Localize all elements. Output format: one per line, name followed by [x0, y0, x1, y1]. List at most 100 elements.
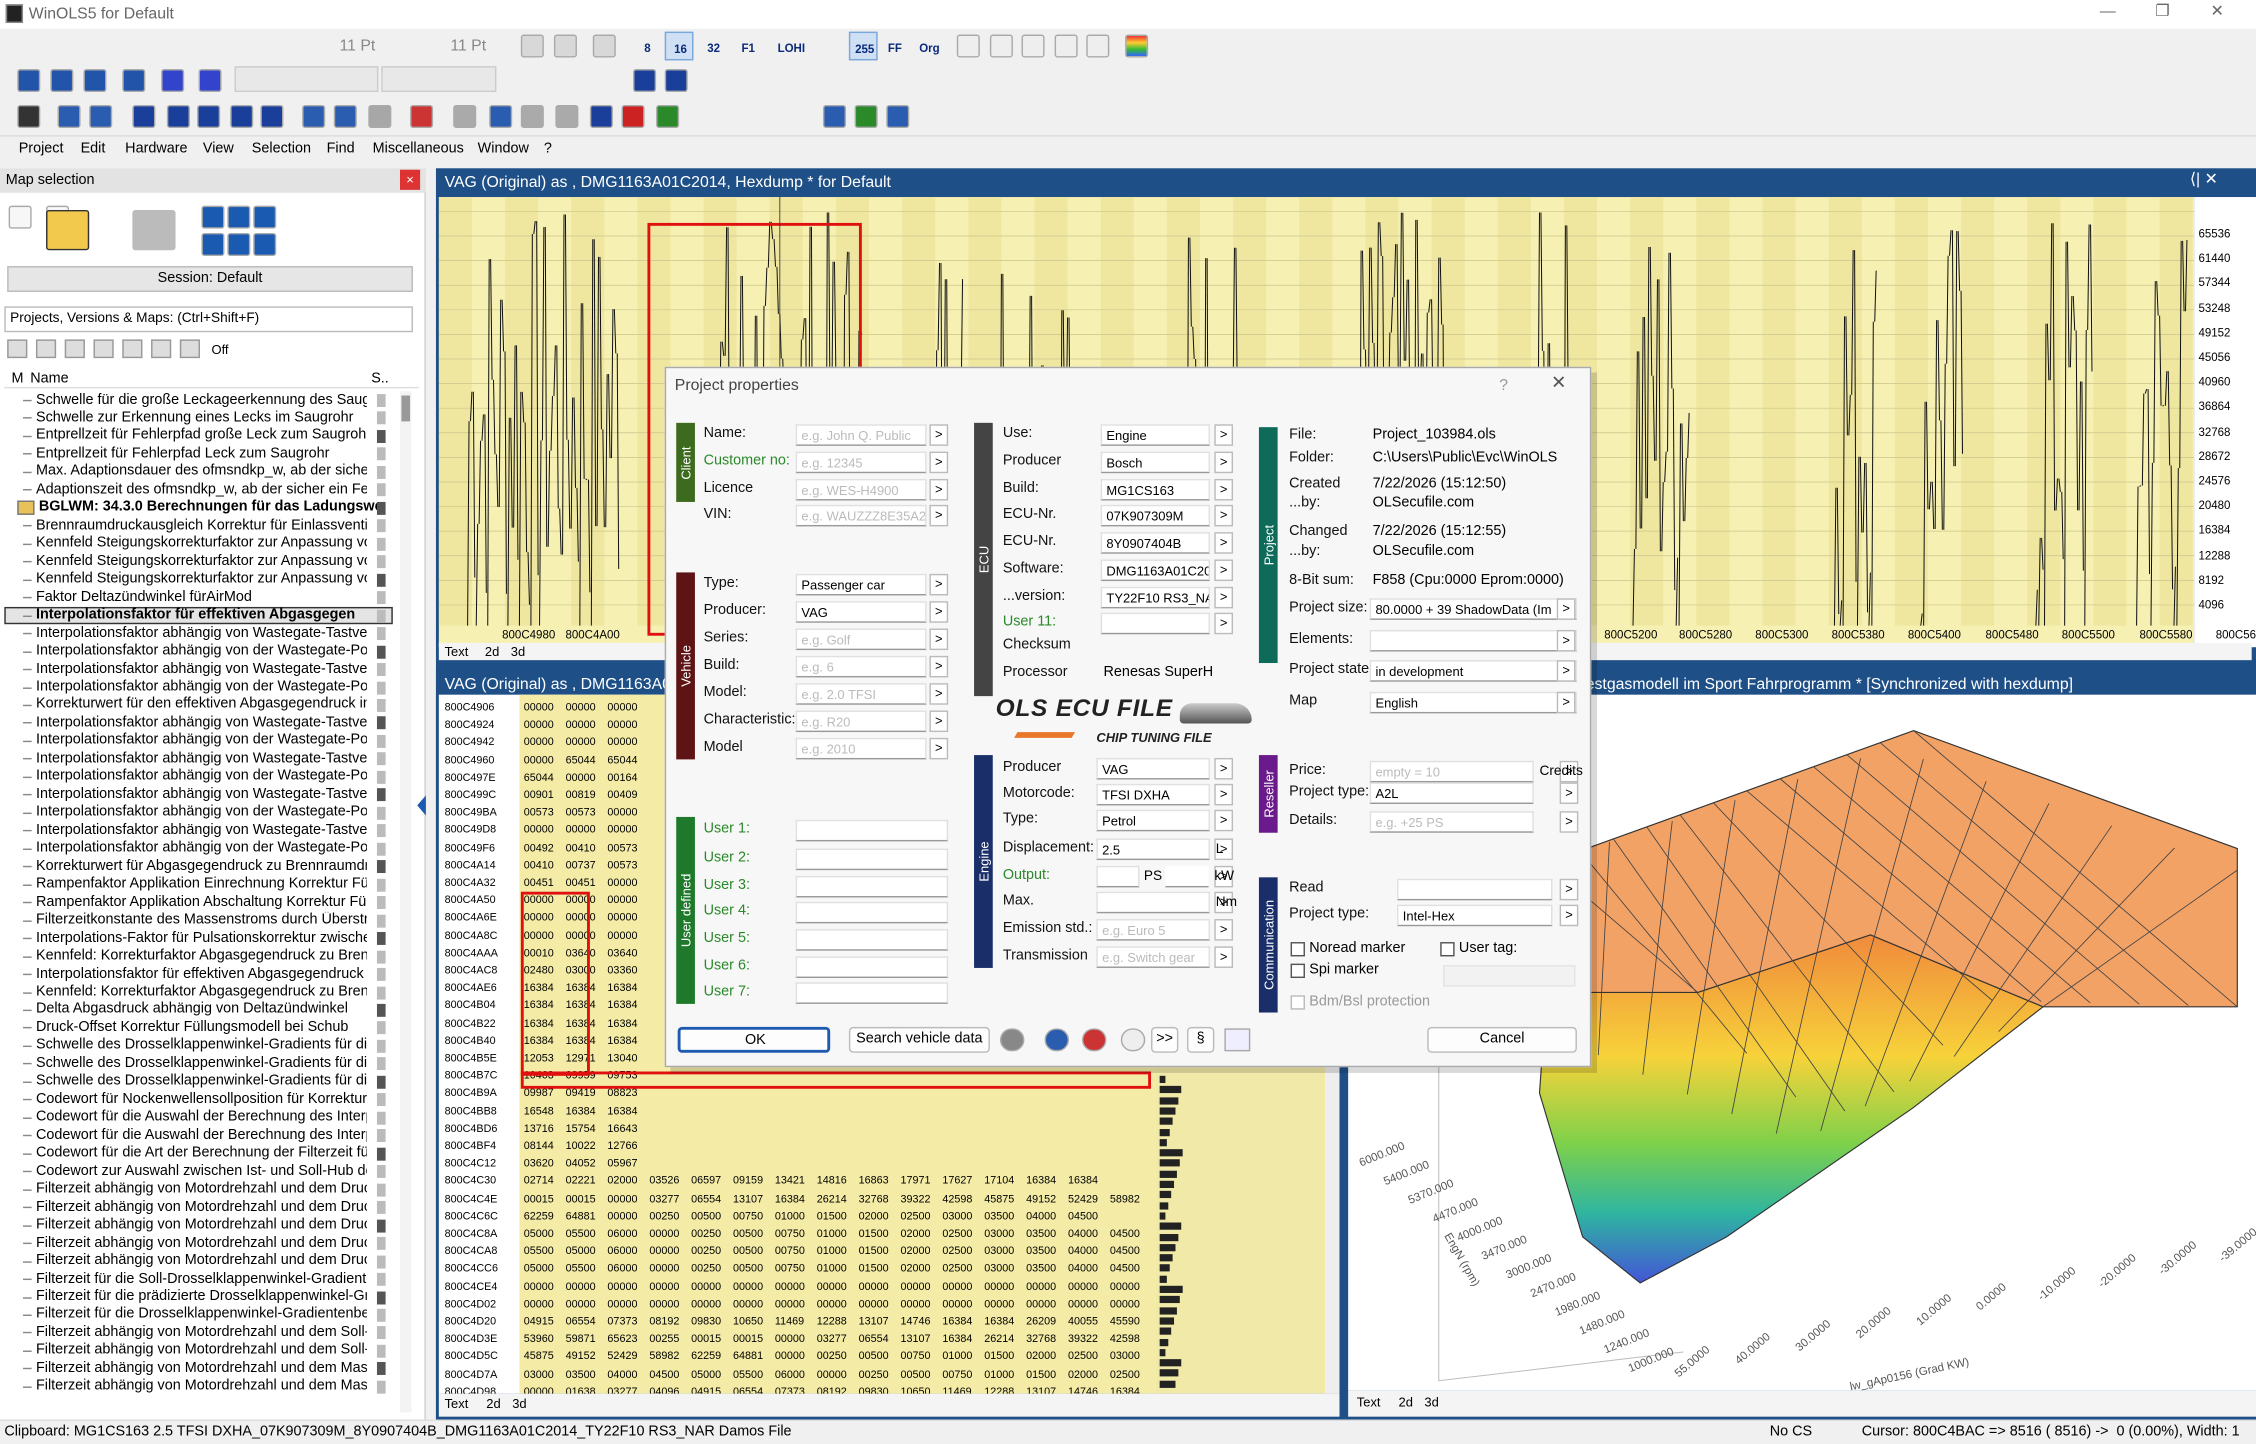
toolbar-icon[interactable] — [633, 69, 657, 93]
menu-item[interactable]: Find — [326, 140, 355, 157]
text-field[interactable] — [795, 982, 949, 1004]
map-row[interactable]: Filterzeit abhängig von Motordrehzahl un… — [35, 1378, 367, 1395]
map-row[interactable]: Entprellzeit für Fehlerpfad große Leck z… — [35, 427, 367, 444]
map-row[interactable]: BGLWM: 34.3.0 Berechnungen für das Ladun… — [38, 499, 383, 516]
map-row[interactable]: Codewort für die Auswahl der Berechnung … — [35, 1127, 367, 1144]
filter-icon[interactable] — [122, 339, 143, 359]
picker-button[interactable]: > — [1559, 760, 1579, 783]
map-row[interactable]: Filterzeit abhängig von Motordrehzahl un… — [35, 1342, 367, 1359]
picker-button[interactable]: > — [929, 628, 949, 651]
toolbar-icon[interactable] — [489, 104, 513, 129]
map-row[interactable]: Adaptionszeit des ofmsndkp_w, ab der sic… — [35, 481, 367, 498]
toolbar-icon[interactable] — [555, 104, 579, 129]
menu-item[interactable]: Window — [477, 140, 529, 157]
picker-button[interactable]: > — [1214, 757, 1234, 780]
toolbar-icon[interactable] — [253, 232, 277, 257]
picker-button[interactable]: > — [929, 710, 949, 733]
map-row[interactable]: Codewort zur Auswahl zwischen Ist- und S… — [35, 1163, 367, 1179]
view-tab[interactable]: Text — [444, 1396, 469, 1411]
text-field[interactable]: Passenger car — [795, 573, 927, 596]
view-tab[interactable]: 3d — [510, 644, 526, 659]
map-row[interactable]: Schwelle des Drosselklappenwinkel-Gradie… — [35, 1037, 367, 1054]
view-tab[interactable]: 2d — [1398, 1395, 1413, 1410]
toolbar-icon[interactable] — [822, 104, 847, 129]
picker-button[interactable]: > — [929, 683, 949, 705]
toolbar-icon[interactable] — [122, 69, 146, 93]
map-row[interactable]: Kennfeld Steigungskorrekturfaktor zur An… — [35, 535, 367, 552]
toolbar-icon[interactable] — [1125, 34, 1149, 58]
map-row[interactable]: Interpolationsfaktor abhängig von der Wa… — [35, 643, 367, 659]
text-field[interactable]: e.g. Euro 5 — [1096, 919, 1211, 941]
picker-button[interactable]: > — [1214, 865, 1234, 888]
picker-button[interactable]: > — [1556, 691, 1576, 714]
map-row[interactable]: Interpolationsfaktor abhängig von Wasteg… — [35, 660, 367, 677]
text-field[interactable] — [795, 819, 949, 842]
map-row[interactable]: Rampenfaktor Applikation Einrechnung Kor… — [35, 876, 367, 892]
view-tab[interactable]: 2d — [486, 1396, 501, 1411]
map-row[interactable]: Schwelle zur Erkennung eines Lecks im Sa… — [35, 409, 354, 426]
view-tab[interactable]: Text — [444, 644, 469, 659]
toolbar-icon[interactable] — [656, 104, 680, 129]
menu-item[interactable]: Edit — [80, 140, 106, 157]
toolbar-icon[interactable] — [161, 69, 185, 93]
checkbox[interactable] — [1290, 963, 1305, 979]
toolbar-button[interactable]: LOHI — [777, 32, 806, 61]
map-row[interactable]: Interpolationsfaktor für effektiven Abga… — [35, 607, 356, 623]
text-field[interactable]: VAG — [795, 601, 927, 623]
map-row[interactable]: Brennraumdruckausgleich Korrektur für Ei… — [35, 517, 367, 534]
text-field[interactable]: empty = 10 — [1369, 760, 1534, 783]
picker-button[interactable]: > — [1214, 946, 1234, 968]
toolbar-icon[interactable] — [50, 69, 74, 93]
folder-icon[interactable] — [132, 209, 176, 251]
picker-button[interactable]: > — [1214, 612, 1234, 635]
picker-button[interactable]: > — [1214, 891, 1234, 914]
text-field[interactable]: English — [1369, 691, 1577, 714]
toolbar-icon[interactable] — [453, 104, 477, 129]
text-field[interactable] — [1397, 878, 1553, 901]
filter-icon[interactable] — [151, 339, 172, 359]
toolbar-icon[interactable] — [201, 205, 225, 229]
toolbar-icon[interactable] — [520, 104, 544, 129]
close-button[interactable]: × — [399, 169, 421, 190]
window-control[interactable]: ✕ — [2210, 2, 2224, 21]
text-field[interactable]: e.g. John Q. Public — [795, 424, 927, 446]
map-row[interactable]: Interpolationsfaktor abhängig von Wasteg… — [35, 625, 367, 641]
filter-icon[interactable] — [64, 339, 85, 359]
menu-item[interactable]: Project — [18, 140, 64, 157]
text-field[interactable]: e.g. Golf — [795, 628, 927, 651]
text-field[interactable]: TFSI DXHA — [1096, 783, 1211, 806]
text-field[interactable]: Intel-Hex — [1397, 904, 1553, 927]
text-field[interactable]: in development — [1369, 660, 1577, 682]
picker-button[interactable]: > — [1214, 783, 1234, 806]
picker-button[interactable]: > — [1214, 559, 1234, 582]
map-row[interactable]: Druck-Offset Korrektur Füllungsmodell be… — [35, 1019, 349, 1036]
picker-button[interactable]: > — [929, 451, 949, 474]
toolbar-icon[interactable] — [1086, 34, 1110, 58]
map-row[interactable]: Schwelle des Drosselklappenwinkel-Gradie… — [35, 1055, 367, 1072]
map-row[interactable]: Filterzeit abhängig von Motordrehzahl un… — [35, 1198, 367, 1215]
map-row[interactable]: Filterzeit abhängig von Motordrehzahl un… — [35, 1360, 367, 1377]
text-field[interactable] — [795, 901, 949, 924]
map-row[interactable]: Interpolationsfaktor für effektiven Abga… — [35, 965, 364, 982]
text-field[interactable]: e.g. +25 PS — [1369, 811, 1534, 833]
picker-button[interactable]: > — [929, 478, 949, 501]
map-row[interactable]: Max. Adaptionsdauer des ofmsndkp_w, ab d… — [35, 463, 367, 480]
map-row[interactable]: Interpolationsfaktor abhängig von Wasteg… — [35, 786, 367, 803]
text-field[interactable]: e.g. 2010 — [795, 737, 927, 760]
toolbar-icon[interactable] — [8, 205, 32, 229]
text-field[interactable]: e.g. 6 — [795, 655, 927, 678]
button[interactable]: OK — [677, 1026, 831, 1053]
view-tab[interactable]: 3d — [512, 1396, 527, 1411]
toolbar-icon[interactable] — [989, 34, 1013, 58]
map-row[interactable]: Interpolationsfaktor abhängig von der Wa… — [35, 678, 367, 695]
button[interactable]: § — [1186, 1026, 1215, 1053]
text-field[interactable]: Petrol — [1096, 809, 1211, 832]
toolbar-icon[interactable] — [1054, 34, 1078, 58]
toolbar-button[interactable]: FF — [881, 32, 910, 61]
folder-icon[interactable] — [46, 209, 90, 251]
help-button[interactable]: ? — [1499, 376, 1509, 395]
toolbar-button[interactable]: Org — [915, 32, 944, 61]
toolbar-icon[interactable] — [17, 69, 41, 93]
map-row[interactable]: Filterzeit für die Soll-Drosselklappenwi… — [35, 1270, 367, 1287]
toolbar-button[interactable]: F1 — [734, 32, 763, 61]
